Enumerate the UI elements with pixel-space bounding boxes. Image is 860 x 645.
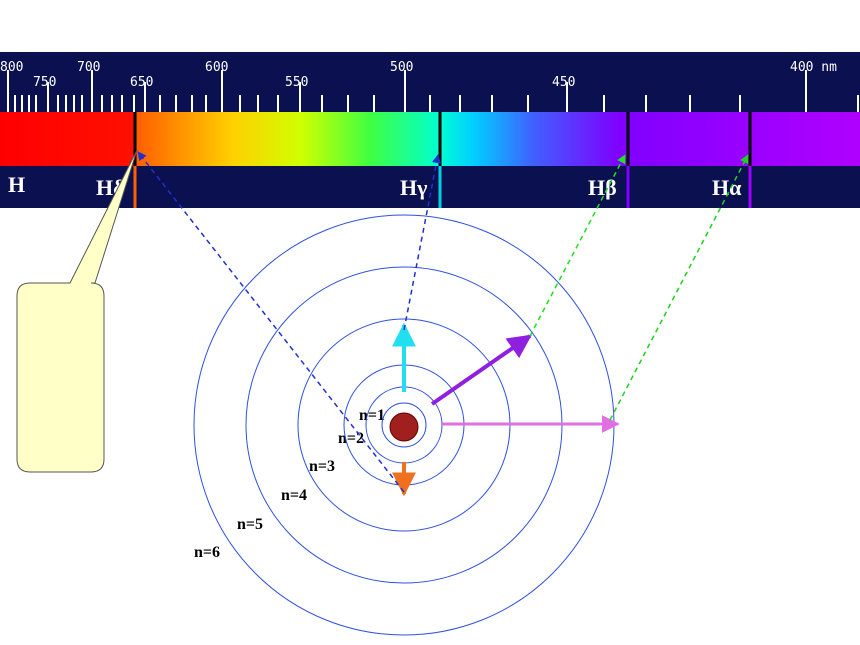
orbit-label: n=2 — [338, 430, 364, 447]
scale-label: 600 — [205, 60, 228, 75]
scale-label: 450 — [552, 75, 575, 90]
orbit-label: n=1 — [359, 407, 385, 424]
line-bar — [0, 166, 860, 208]
scale-label: 500 — [390, 60, 413, 75]
callout-box — [16, 149, 138, 473]
projection-lines — [137, 151, 749, 493]
orbit-label: n=5 — [237, 516, 263, 533]
scale-label: 650 — [130, 75, 153, 90]
scale-label: 750 — [33, 75, 56, 90]
scale-label: 700 — [77, 60, 100, 75]
orbit-label: n=6 — [194, 544, 220, 561]
line-label: Hγ — [400, 175, 427, 200]
orbit-label: n=4 — [281, 487, 307, 504]
line-label: Hβ — [588, 175, 617, 200]
spectrum-band — [0, 112, 860, 166]
scale-label: 550 — [285, 75, 308, 90]
orbit-label: n=3 — [309, 458, 335, 475]
line-label: H — [8, 172, 25, 197]
scale-ticks — [7, 70, 859, 112]
transitions — [392, 322, 620, 497]
nucleus — [389, 412, 419, 442]
scale-label: 400 nm — [790, 60, 837, 75]
scale-label: 800 — [0, 60, 23, 75]
